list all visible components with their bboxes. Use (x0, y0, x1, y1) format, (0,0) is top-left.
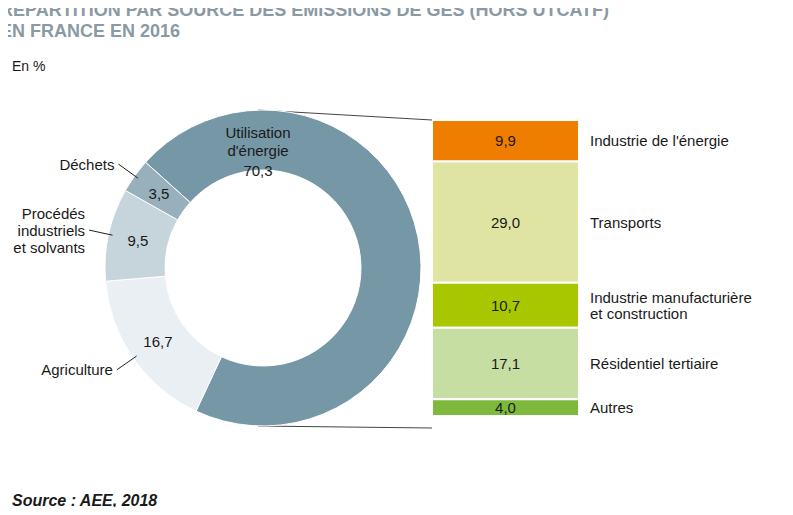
svg-text:et solvants: et solvants (13, 239, 85, 256)
html-text:Source : AEE, 2018: Source : AEE, 2018 (12, 492, 158, 509)
svg-text:industriels: industriels (18, 222, 86, 239)
svg-text:Utilisation: Utilisation (225, 124, 290, 141)
svg-text:Industrie de l'énergie: Industrie de l'énergie (590, 132, 729, 149)
svg-text:et construction: et construction (590, 305, 688, 322)
svg-text:Industrie manufacturière: Industrie manufacturière (590, 289, 752, 306)
svg-text:10,7: 10,7 (491, 297, 520, 314)
svg-text:Transports: Transports (590, 214, 661, 231)
svg-text:Autres: Autres (590, 399, 633, 416)
svg-text:9,5: 9,5 (128, 232, 149, 249)
svg-text:16,7: 16,7 (143, 333, 172, 350)
html-text:En %: En % (12, 58, 46, 74)
html-text:REPARTITION PAR SOURCE DES EMI: REPARTITION PAR SOURCE DES EMISSIONS DE … (0, 0, 609, 20)
svg-text:4,0: 4,0 (495, 399, 516, 416)
svg-text:Résidentiel tertiaire: Résidentiel tertiaire (590, 355, 718, 372)
svg-text:3,5: 3,5 (149, 185, 170, 202)
svg-text:17,1: 17,1 (491, 355, 520, 372)
svg-text:29,0: 29,0 (491, 214, 520, 231)
html-text:EN FRANCE EN 2016: EN FRANCE EN 2016 (0, 21, 181, 41)
svg-text:Déchets: Déchets (59, 156, 114, 173)
svg-text:9,9: 9,9 (495, 132, 516, 149)
svg-text:70,3: 70,3 (243, 162, 272, 179)
svg-text:Agriculture: Agriculture (41, 361, 113, 378)
svg-text:d'énergie: d'énergie (227, 142, 288, 159)
svg-text:Procédés: Procédés (22, 205, 85, 222)
